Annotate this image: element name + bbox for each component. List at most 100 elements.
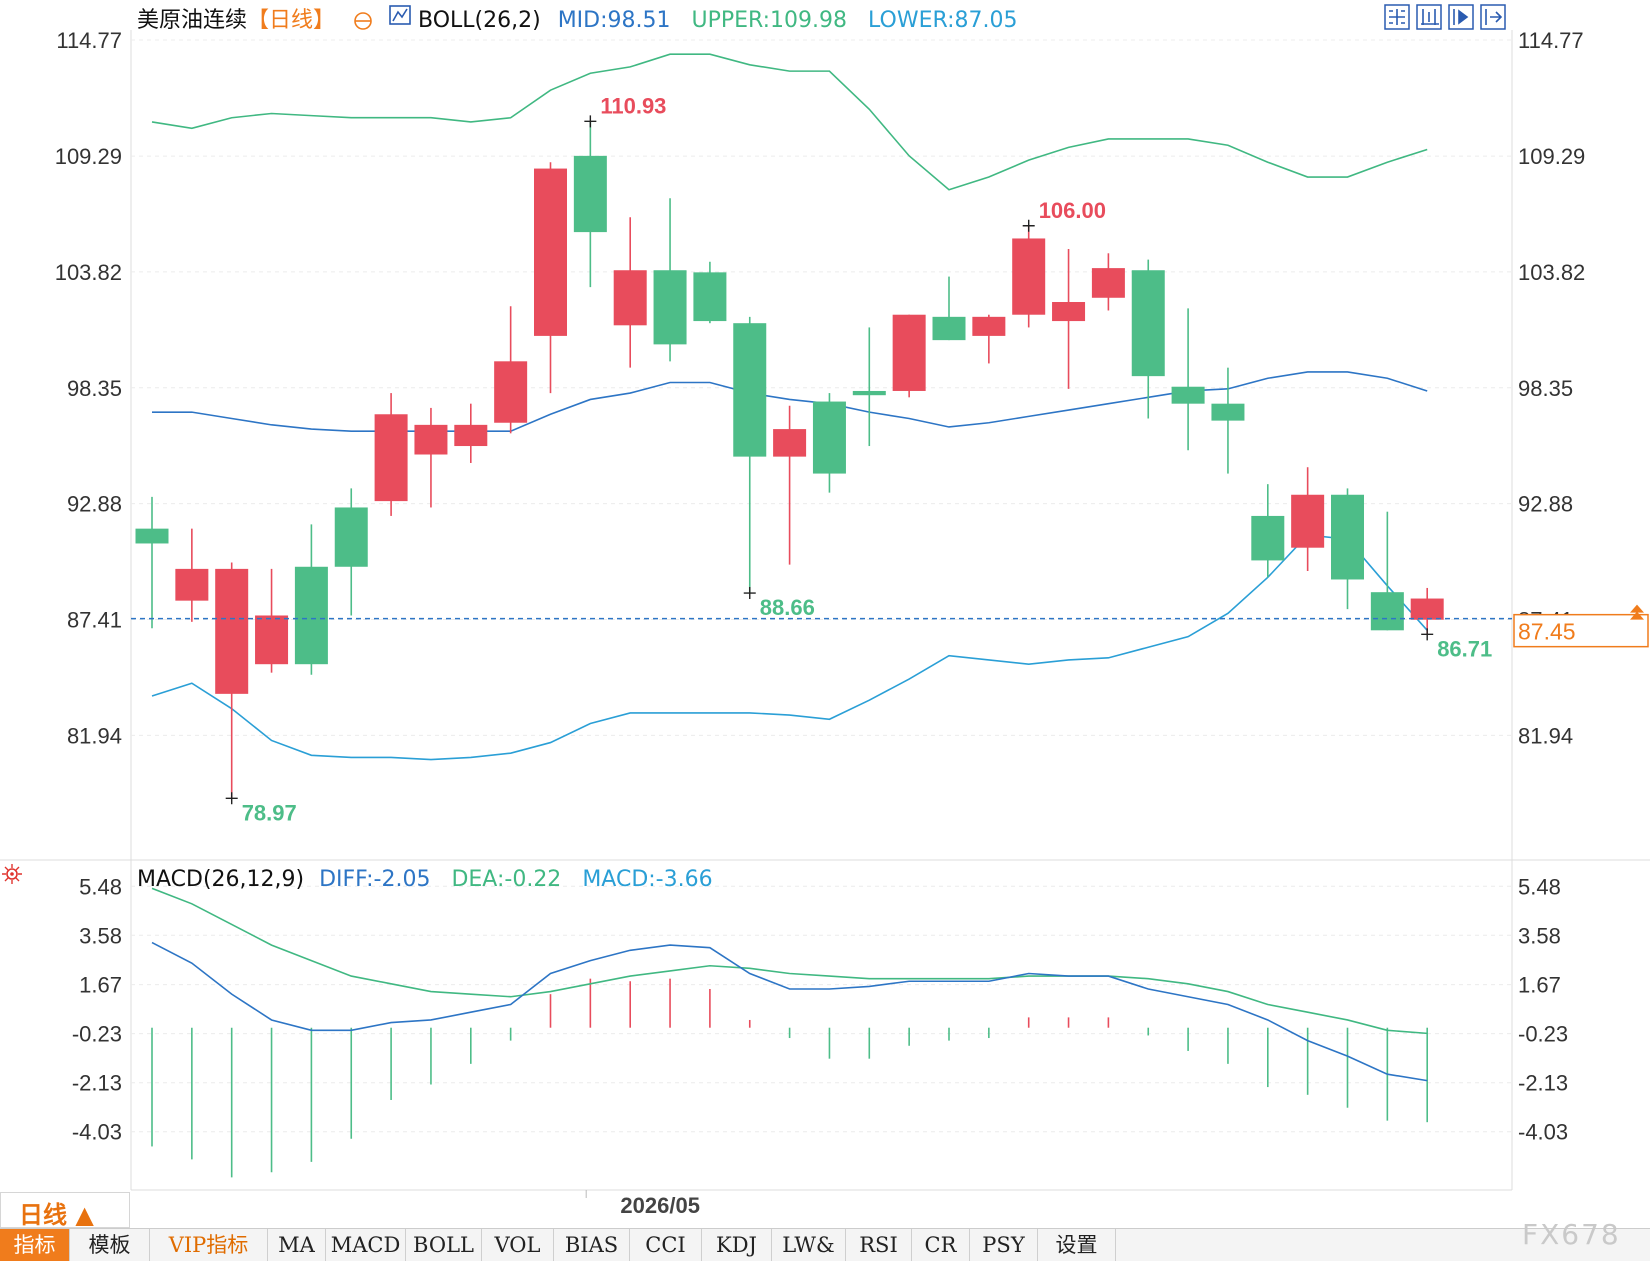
symbol-name: 美原油连续 (137, 8, 247, 33)
candle (255, 568, 289, 673)
date-label: 2026/05 (620, 1193, 700, 1218)
candle (653, 198, 687, 362)
candle (175, 528, 209, 622)
candle-body (613, 270, 647, 326)
candle-body (812, 401, 846, 474)
diff-line (151, 941, 1428, 1082)
price-tick-right: 114.77 (1518, 28, 1584, 53)
candle (733, 316, 767, 594)
tab-psy[interactable]: PSY (970, 1229, 1038, 1261)
price-tick-right: 103.82 (1518, 260, 1585, 285)
candle-body (135, 528, 169, 544)
candle-body (454, 424, 488, 447)
candle (1091, 253, 1125, 311)
candle-body (1331, 494, 1364, 580)
boll-upper: UPPER:109.98 (692, 8, 848, 33)
macd-tick-left: 5.48 (79, 874, 122, 899)
macd-name: MACD(26,12,9) (137, 867, 304, 892)
candle-body (852, 390, 886, 396)
macd-settings-icon[interactable] (2, 864, 22, 884)
period-selector-label: 日线 ▲ (19, 1201, 94, 1229)
high-annotation: 106.00 (1039, 198, 1106, 223)
tab-lw[interactable]: LW& (772, 1229, 846, 1261)
tab-boll[interactable]: BOLL (406, 1229, 482, 1261)
tab-settings[interactable]: 设置 (1038, 1229, 1116, 1261)
price-tick-right: 92.88 (1518, 492, 1573, 517)
tab-macd[interactable]: MACD (326, 1229, 406, 1261)
candle-body (693, 272, 727, 322)
candle-body (1091, 268, 1125, 298)
candle-body (773, 429, 807, 457)
tab-rsi[interactable]: RSI (846, 1229, 912, 1261)
candle-body (334, 507, 368, 567)
candle (454, 403, 488, 463)
candle (573, 121, 607, 288)
candle (1331, 488, 1364, 610)
candle-body (1131, 270, 1165, 377)
extreme-marker (1022, 219, 1035, 232)
indicator-chart-icon[interactable] (389, 5, 411, 25)
tab-ma[interactable]: MA (268, 1229, 326, 1261)
candle-body (653, 270, 687, 345)
price-tick-left: 92.88 (67, 492, 122, 517)
expand-icon[interactable] (354, 12, 372, 30)
boll-mid: MID:98.51 (558, 8, 671, 33)
low-annotation: 78.97 (242, 800, 297, 825)
candle (1251, 484, 1285, 578)
boll-name: BOLL(26,2) (418, 8, 541, 33)
candle-body (1251, 515, 1285, 561)
candle-body (972, 316, 1006, 336)
high-annotation: 110.93 (600, 93, 666, 118)
candle-body (1291, 494, 1325, 548)
candle-body (573, 155, 607, 233)
price-up-arrow-icon (1630, 604, 1644, 620)
candle (215, 562, 249, 799)
tab-bias[interactable]: BIAS (554, 1229, 630, 1261)
macd-tick-right: 5.48 (1518, 874, 1561, 899)
tab-templates[interactable]: 模板 (70, 1229, 150, 1261)
price-tick-right: 109.29 (1518, 144, 1585, 169)
play-next-icon[interactable] (1448, 4, 1474, 30)
candle (334, 488, 368, 616)
candle (1012, 225, 1046, 328)
candle (494, 306, 528, 434)
candle (294, 524, 328, 675)
candle-body (733, 323, 767, 457)
macd-axis-labels: 5.48 5.48 3.58 3.58 1.67 1.67 -0.23 -0.23 -2.13 -… (72, 874, 1568, 1144)
price-tick-left: 103.82 (55, 260, 122, 285)
extreme-marker (584, 115, 597, 128)
candle-body (1410, 598, 1444, 620)
grid-layout-icon[interactable] (1384, 4, 1410, 30)
candle-body (892, 314, 926, 391)
tab-cci[interactable]: CCI (630, 1229, 702, 1261)
tab-indicators[interactable]: 指标 (0, 1229, 70, 1261)
candle-body (255, 615, 289, 665)
candle-body (1211, 403, 1245, 421)
tab-vol[interactable]: VOL (482, 1229, 554, 1261)
candle (613, 217, 647, 368)
candle-body (1012, 238, 1046, 315)
candle (773, 405, 807, 565)
candle (374, 393, 408, 516)
boll-upper-line (151, 53, 1428, 191)
macd-series (151, 887, 1428, 1178)
tab-kdj[interactable]: KDJ (702, 1229, 772, 1261)
candle (1171, 308, 1205, 451)
candle (1291, 467, 1325, 572)
macd-tick-right: 1.67 (1518, 973, 1561, 998)
split-panel-icon[interactable] (1416, 4, 1442, 30)
indicator-tab-bar: 指标 模板 VIP指标 MA MACD BOLL VOL BIAS CCI KD… (0, 1228, 1650, 1261)
low-annotation: 88.66 (760, 595, 815, 620)
macd-value: MACD:-3.66 (582, 867, 712, 892)
tab-vip-indicators[interactable]: VIP指标 (150, 1229, 268, 1261)
macd-tick-left: 3.58 (79, 923, 122, 948)
period-selector[interactable]: 日线 ▲ (0, 1192, 130, 1229)
boll-legend: BOLL(26,2) MID:98.51 UPPER:109.98 LOWER:… (418, 8, 1018, 33)
tab-cr[interactable]: CR (912, 1229, 970, 1261)
candle (1410, 587, 1444, 635)
export-icon[interactable] (1480, 4, 1506, 30)
candle (972, 314, 1006, 364)
low-annotation: 86.71 (1437, 636, 1492, 661)
price-tick-right: 98.35 (1518, 376, 1573, 401)
